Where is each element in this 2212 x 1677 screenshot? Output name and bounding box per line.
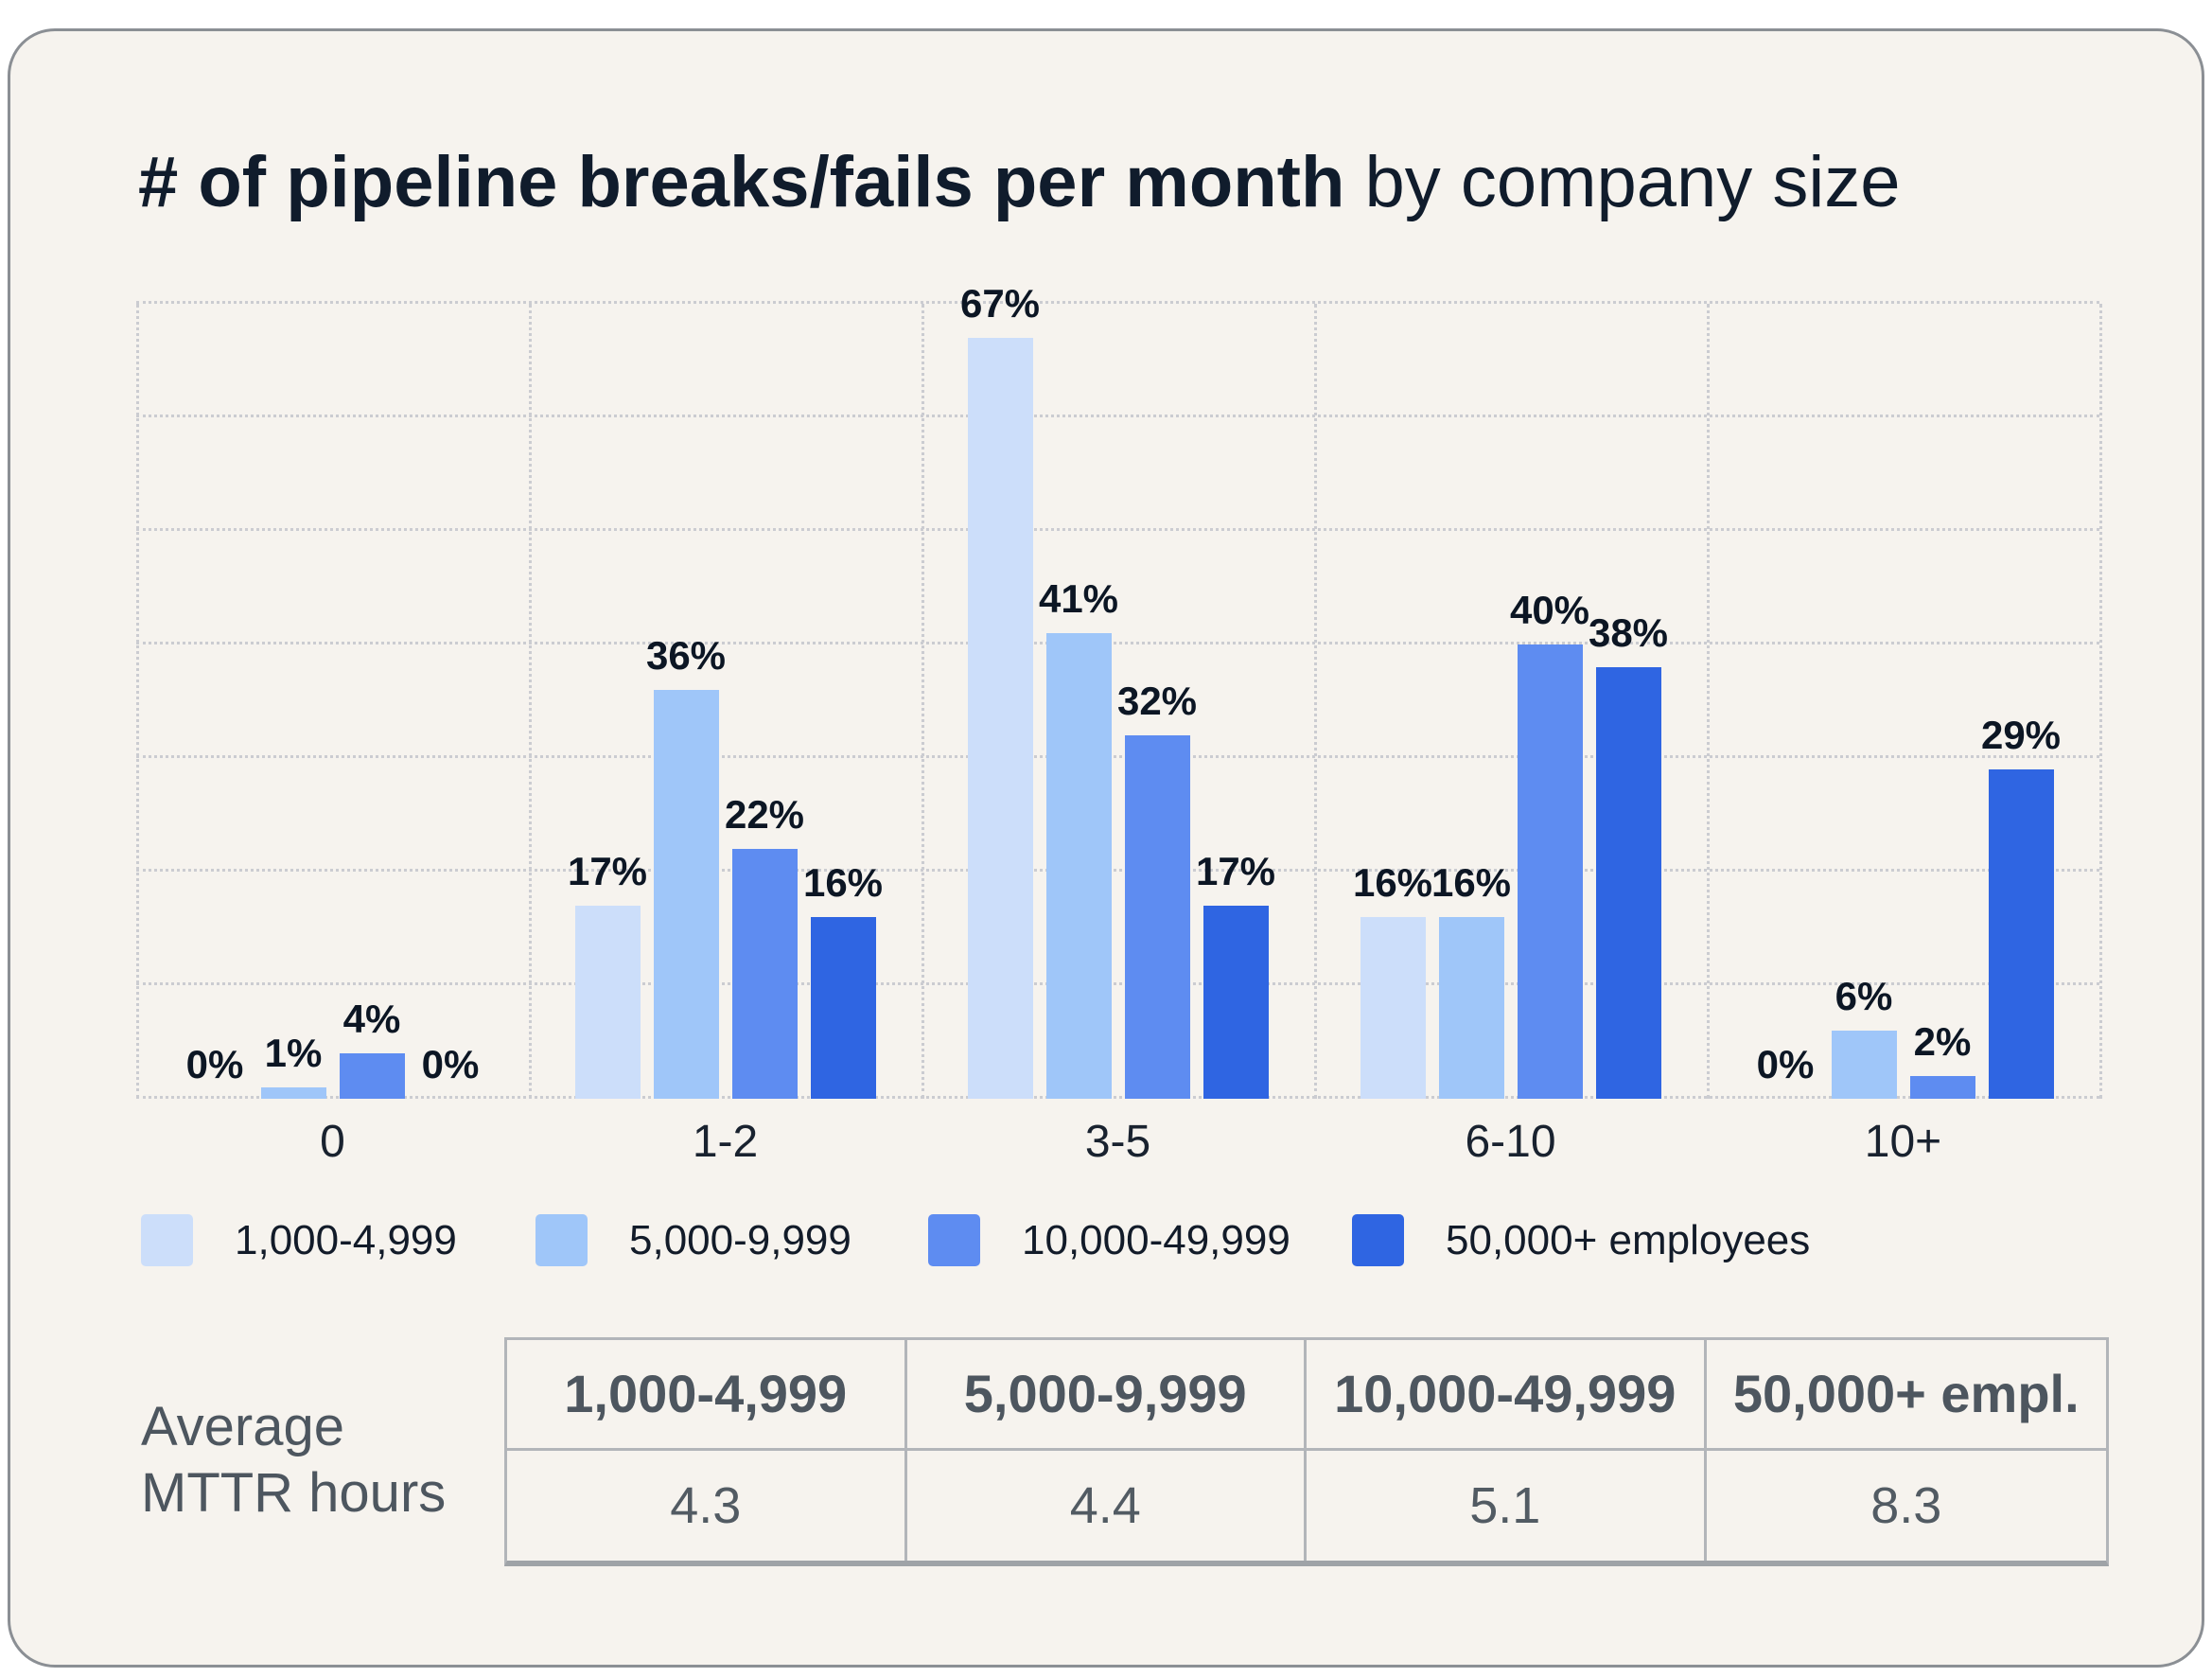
gridline-vertical: [136, 304, 139, 1099]
table-value-cell: 4.4: [907, 1450, 1307, 1561]
mttr-table: 1,000-4,999 5,000-9,999 10,000-49,999 50,00…: [504, 1337, 2109, 1566]
gridline-horizontal: [136, 301, 2099, 304]
gridline-horizontal: [136, 415, 2099, 417]
bar-50009999-1-2: [653, 690, 719, 1099]
value-label: 41%: [1038, 576, 1119, 621]
chart-title-main: # of pipeline breaks/fails per month: [138, 142, 1345, 222]
value-label: 67%: [959, 281, 1041, 326]
bar-10004999-1-2: [574, 906, 641, 1099]
gridline-vertical: [2099, 304, 2102, 1099]
legend-item: 1,000-4,999: [141, 1214, 457, 1266]
value-label: 29%: [1980, 713, 2062, 757]
value-label: 16%: [1431, 860, 1512, 905]
bar-1000049999-10+: [1909, 1076, 1975, 1099]
value-label: 2%: [1913, 1019, 1972, 1064]
bar-1000049999-6-10: [1517, 644, 1583, 1099]
bar-1000049999-3-5: [1124, 735, 1190, 1099]
legend-label: 1,000-4,999: [235, 1216, 457, 1263]
value-label: 17%: [1195, 849, 1276, 893]
bar-1000049999-1-2: [731, 849, 798, 1099]
chart-title: # of pipeline breaks/fails per month by …: [138, 143, 1901, 222]
value-label: 16%: [802, 860, 884, 905]
value-label: 0%: [185, 1042, 244, 1086]
value-label: 1%: [264, 1031, 323, 1075]
value-label: 6%: [1835, 974, 1893, 1018]
legend-swatch-icon: [141, 1214, 193, 1266]
value-label: 16%: [1352, 860, 1433, 905]
table-value-cell: 5.1: [1307, 1450, 1707, 1561]
x-tick-label-0: 0: [320, 1117, 345, 1167]
value-label: 0%: [1756, 1042, 1815, 1086]
bar-50000+employees-10+: [1988, 769, 2054, 1099]
bar-50000+employees-6-10: [1595, 667, 1661, 1099]
table-value-cell: 8.3: [1870, 1476, 1942, 1534]
legend-item: 5,000-9,999: [535, 1214, 851, 1266]
table-header-cell: 1,000-4,999: [507, 1340, 907, 1451]
bar-1000049999-0: [339, 1053, 405, 1099]
bar-10004999-6-10: [1360, 917, 1426, 1099]
gridline-vertical: [922, 304, 924, 1099]
bar-10004999-3-5: [967, 338, 1033, 1099]
gridline-vertical: [529, 304, 532, 1099]
value-label: 22%: [724, 792, 805, 837]
table-header-cell: 50,000+ empl.: [1706, 1340, 2106, 1451]
chart-title-suffix: by company size: [1344, 142, 1901, 222]
table-row-label-line1: Average: [141, 1396, 344, 1457]
bar-50009999-10+: [1831, 1031, 1897, 1099]
x-tick-label-1-2: 1-2: [692, 1117, 759, 1167]
table-row-label-line2: MTTR hours: [141, 1462, 447, 1524]
legend-label: 50,000+ employees: [1446, 1216, 1811, 1263]
gridline-horizontal: [136, 982, 2099, 985]
bar-50009999-6-10: [1438, 917, 1504, 1099]
legend-swatch-icon: [535, 1214, 588, 1266]
bar-50000+employees-1-2: [810, 917, 876, 1099]
legend-swatch-icon: [928, 1214, 980, 1266]
gridline-vertical: [1707, 304, 1710, 1099]
gridline-horizontal: [136, 755, 2099, 758]
bar-50009999-3-5: [1045, 633, 1112, 1099]
gridline-vertical: [1314, 304, 1317, 1099]
bar-50009999-0: [260, 1087, 326, 1099]
legend-item: 10,000-49,999: [928, 1214, 1290, 1266]
gridline-horizontal: [136, 1096, 2099, 1099]
gridline-horizontal: [136, 869, 2099, 872]
infographic-card: # of pipeline breaks/fails per month by …: [8, 28, 2204, 1668]
table-row-label: Average MTTR hours: [141, 1394, 446, 1527]
table-header-cell: 10,000-49,999: [1307, 1340, 1707, 1451]
bar-50000+employees-3-5: [1203, 906, 1269, 1099]
legend-item: 50,000+ employees: [1352, 1214, 1810, 1266]
value-label: 40%: [1509, 588, 1590, 632]
x-tick-label-10+: 10+: [1864, 1117, 1942, 1167]
x-tick-label-6-10: 6-10: [1465, 1117, 1556, 1167]
value-label: 36%: [645, 633, 727, 678]
legend-swatch-icon: [1352, 1214, 1404, 1266]
value-label: 0%: [421, 1042, 480, 1086]
value-label: 38%: [1588, 610, 1669, 655]
table-header-cell: 5,000-9,999: [906, 1340, 1307, 1451]
plot-area: 0% 1% 4% 0% 17% 36% 22% 16% 67% 41% 32% 17% 16% 16% 40…: [136, 281, 2102, 1099]
value-label: 32%: [1116, 679, 1198, 723]
gridline-horizontal: [136, 642, 2099, 644]
legend-label: 5,000-9,999: [629, 1216, 851, 1263]
value-label: 17%: [567, 849, 648, 893]
x-tick-label-3-5: 3-5: [1084, 1117, 1151, 1167]
legend-label: 10,000-49,999: [1022, 1216, 1290, 1263]
table-value-cell: 4.3: [507, 1450, 907, 1561]
value-label: 4%: [342, 997, 401, 1041]
gridline-horizontal: [136, 528, 2099, 531]
